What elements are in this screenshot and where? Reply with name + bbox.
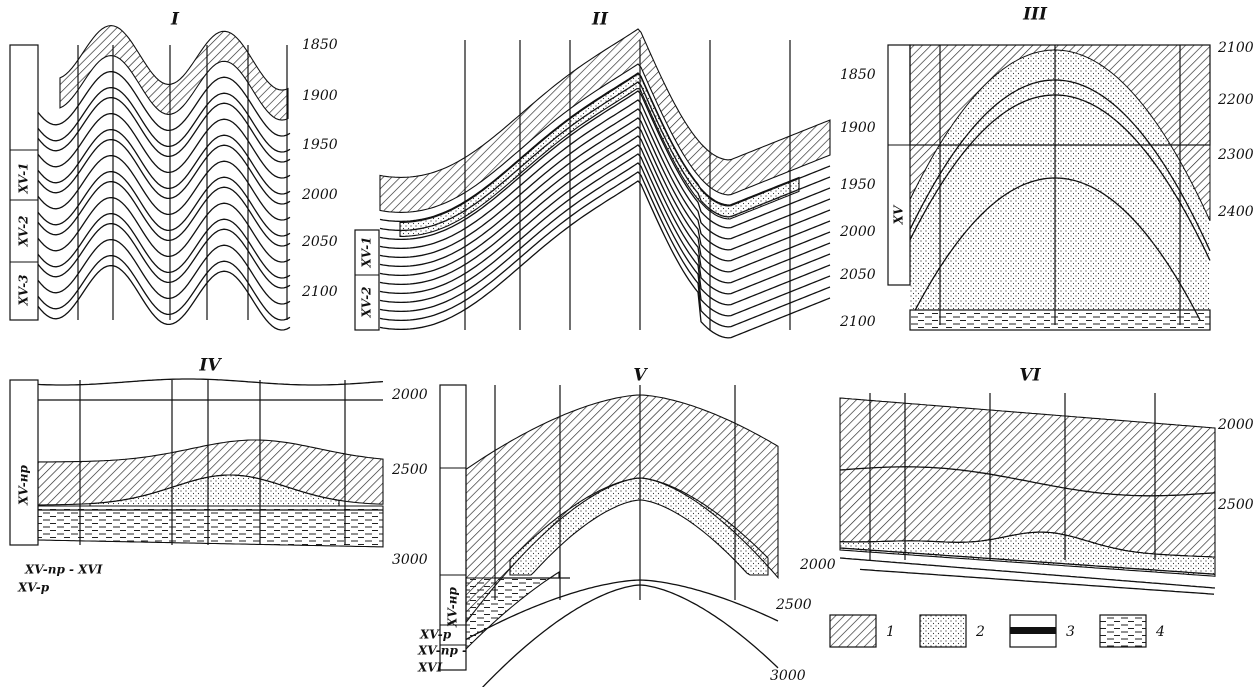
top-line (38, 379, 383, 385)
panel-title: V (633, 366, 648, 386)
depth-label: 3000 (770, 668, 806, 684)
depth-label: 2300 (1217, 147, 1254, 163)
rock-body (400, 75, 799, 237)
layer-label: XV-пр - (417, 644, 467, 658)
depth-label: 2050 (301, 234, 338, 250)
stratigraphic-column (888, 45, 910, 285)
legend-swatch (830, 615, 876, 647)
layer-label: XV-р (419, 628, 452, 642)
rock-body (466, 572, 559, 649)
depth-label: 2200 (1217, 92, 1254, 108)
legend-swatch-bar (1010, 627, 1056, 634)
depth-label: 1950 (840, 177, 876, 193)
horizon-line (38, 214, 290, 278)
layer-label: XV (892, 204, 906, 225)
depth-label: 2500 (775, 597, 812, 613)
layer-label: XV-нр (446, 586, 460, 627)
legend-swatch (1100, 615, 1146, 647)
layer-label: XV-р (17, 581, 50, 595)
horizon-line (38, 256, 290, 320)
panel-title: II (591, 10, 609, 30)
depth-label: 2500 (1217, 497, 1254, 513)
panel-title: I (170, 10, 180, 30)
legend-label: 4 (1155, 624, 1165, 640)
depth-label: 2100 (301, 284, 338, 300)
depth-label: 2000 (1217, 417, 1254, 433)
legend-label: 1 (886, 624, 895, 640)
panel-title: VI (1019, 366, 1041, 386)
layer-label: XV-2 (360, 286, 374, 318)
depth-label: 3000 (392, 552, 428, 568)
layer-label: XVI (417, 661, 443, 675)
water-zone (910, 310, 1210, 330)
layer-label: XV-2 (17, 215, 31, 247)
horizon-line (38, 130, 290, 194)
layer-label: XV-нр (17, 464, 31, 505)
layer-label: XV-пр - XVI (24, 563, 103, 577)
depth-label: 2500 (391, 462, 428, 478)
depth-label: 1850 (302, 37, 338, 53)
depth-label: 2000 (799, 557, 836, 573)
depth-label: 2050 (839, 267, 876, 283)
depth-label: 1850 (840, 67, 876, 83)
depth-label: 2000 (839, 224, 876, 240)
layer-label: XV-1 (17, 162, 31, 194)
depth-label: 1950 (302, 137, 338, 153)
depth-label: 1900 (302, 88, 338, 104)
rock-body (38, 506, 383, 547)
layer-label: XV-1 (360, 236, 374, 268)
rock-body (60, 26, 288, 121)
legend-label: 2 (975, 624, 985, 640)
depth-label: 2400 (1217, 204, 1254, 220)
layer-label: XV-3 (17, 274, 31, 306)
depth-label: 2100 (1217, 40, 1254, 56)
panel-title: III (1022, 5, 1048, 25)
depth-label: 2000 (301, 187, 338, 203)
horizon-line (38, 172, 290, 236)
legend-swatch (920, 615, 966, 647)
legend-label: 3 (1066, 624, 1075, 640)
figure: IIIIIIIVVVIXV-1XV-2XV-318501900195020002… (0, 0, 1259, 687)
panel-title: IV (198, 356, 222, 376)
depth-label: 1900 (840, 120, 876, 136)
stratigraphic-column (10, 380, 38, 545)
depth-label: 2100 (839, 314, 876, 330)
depth-label: 2000 (391, 387, 428, 403)
